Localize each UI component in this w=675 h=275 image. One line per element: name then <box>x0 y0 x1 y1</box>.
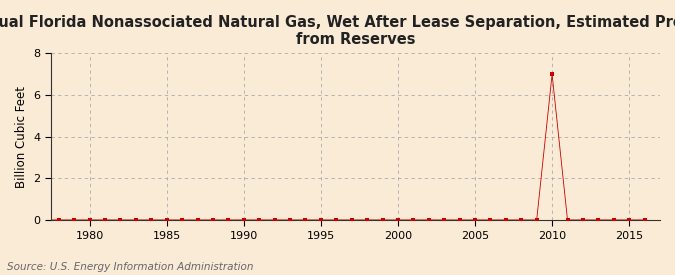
Point <box>531 218 542 222</box>
Point <box>516 218 526 222</box>
Point <box>639 218 650 222</box>
Point <box>547 72 558 76</box>
Point <box>578 218 589 222</box>
Point <box>177 218 188 222</box>
Point <box>393 218 404 222</box>
Point <box>38 218 49 222</box>
Point <box>346 218 357 222</box>
Point <box>192 218 203 222</box>
Point <box>331 218 342 222</box>
Point <box>300 218 311 222</box>
Point <box>485 218 496 222</box>
Point <box>130 218 141 222</box>
Point <box>562 218 573 222</box>
Point <box>69 218 80 222</box>
Point <box>593 218 603 222</box>
Point <box>423 218 434 222</box>
Point <box>608 218 619 222</box>
Title: Annual Florida Nonassociated Natural Gas, Wet After Lease Separation, Estimated : Annual Florida Nonassociated Natural Gas… <box>0 15 675 47</box>
Point <box>146 218 157 222</box>
Point <box>254 218 265 222</box>
Point <box>53 218 64 222</box>
Point <box>624 218 634 222</box>
Point <box>269 218 280 222</box>
Point <box>500 218 511 222</box>
Y-axis label: Billion Cubic Feet: Billion Cubic Feet <box>15 86 28 188</box>
Point <box>362 218 373 222</box>
Point <box>207 218 218 222</box>
Point <box>100 218 111 222</box>
Point <box>115 218 126 222</box>
Point <box>454 218 465 222</box>
Point <box>238 218 249 222</box>
Text: Source: U.S. Energy Information Administration: Source: U.S. Energy Information Administ… <box>7 262 253 272</box>
Point <box>285 218 296 222</box>
Point <box>315 218 326 222</box>
Point <box>377 218 388 222</box>
Point <box>470 218 481 222</box>
Point <box>223 218 234 222</box>
Point <box>408 218 418 222</box>
Point <box>84 218 95 222</box>
Point <box>161 218 172 222</box>
Point <box>439 218 450 222</box>
